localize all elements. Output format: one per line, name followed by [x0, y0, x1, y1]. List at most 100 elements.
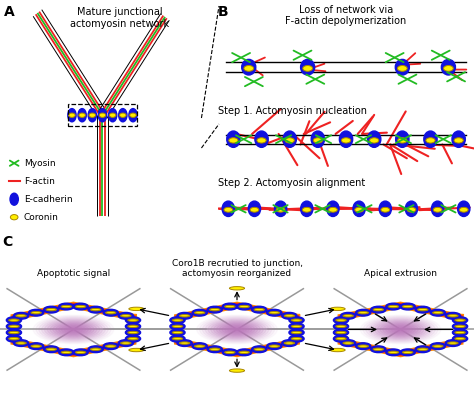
Ellipse shape: [126, 323, 141, 330]
Ellipse shape: [91, 348, 101, 350]
Ellipse shape: [453, 335, 468, 342]
Ellipse shape: [192, 343, 207, 350]
Ellipse shape: [446, 340, 461, 346]
Ellipse shape: [179, 315, 190, 317]
Circle shape: [45, 319, 102, 340]
Ellipse shape: [269, 345, 280, 347]
Ellipse shape: [239, 305, 249, 308]
Ellipse shape: [109, 108, 117, 122]
Ellipse shape: [78, 108, 86, 122]
Text: Step 1. Actomyosin nucleation: Step 1. Actomyosin nucleation: [218, 106, 367, 116]
Ellipse shape: [330, 307, 345, 310]
Ellipse shape: [170, 323, 185, 330]
Ellipse shape: [430, 343, 446, 350]
Ellipse shape: [433, 312, 443, 314]
Ellipse shape: [170, 317, 185, 324]
Ellipse shape: [250, 207, 259, 212]
Ellipse shape: [13, 340, 28, 346]
Ellipse shape: [311, 131, 325, 147]
Ellipse shape: [358, 345, 368, 347]
Ellipse shape: [395, 60, 410, 75]
Circle shape: [214, 321, 260, 338]
Circle shape: [53, 322, 94, 337]
Circle shape: [388, 325, 413, 334]
Ellipse shape: [459, 207, 468, 212]
Ellipse shape: [103, 309, 118, 316]
Circle shape: [61, 325, 86, 334]
Circle shape: [380, 322, 421, 337]
Ellipse shape: [336, 325, 346, 328]
Ellipse shape: [267, 309, 282, 316]
Ellipse shape: [330, 348, 345, 352]
Ellipse shape: [444, 66, 453, 71]
Ellipse shape: [109, 113, 116, 117]
Ellipse shape: [172, 319, 182, 321]
Ellipse shape: [407, 207, 416, 212]
Ellipse shape: [225, 305, 235, 308]
Ellipse shape: [172, 331, 182, 334]
Ellipse shape: [455, 331, 465, 334]
Ellipse shape: [79, 113, 85, 117]
Circle shape: [369, 318, 432, 341]
Ellipse shape: [126, 335, 141, 342]
Ellipse shape: [353, 201, 365, 216]
Ellipse shape: [398, 66, 407, 71]
Ellipse shape: [207, 306, 222, 313]
Ellipse shape: [301, 60, 315, 75]
Ellipse shape: [229, 286, 245, 290]
Ellipse shape: [452, 131, 465, 147]
Ellipse shape: [9, 331, 19, 334]
Circle shape: [202, 317, 272, 342]
Ellipse shape: [170, 329, 185, 336]
Circle shape: [47, 320, 100, 339]
Ellipse shape: [10, 214, 18, 220]
Ellipse shape: [398, 138, 407, 143]
Circle shape: [391, 326, 410, 333]
Ellipse shape: [106, 345, 116, 347]
Ellipse shape: [28, 309, 44, 316]
Ellipse shape: [373, 348, 383, 350]
Ellipse shape: [276, 207, 285, 212]
Ellipse shape: [237, 349, 252, 356]
Ellipse shape: [358, 312, 368, 314]
Ellipse shape: [10, 193, 18, 205]
Ellipse shape: [454, 138, 463, 143]
Circle shape: [211, 320, 263, 339]
Ellipse shape: [433, 345, 443, 347]
Ellipse shape: [121, 342, 131, 344]
Ellipse shape: [98, 108, 107, 122]
Text: Mature junctional
actomyosin network: Mature junctional actomyosin network: [70, 7, 170, 29]
Ellipse shape: [430, 309, 446, 316]
Circle shape: [208, 319, 266, 340]
Ellipse shape: [274, 201, 287, 216]
Ellipse shape: [284, 342, 295, 344]
Ellipse shape: [68, 108, 76, 122]
Ellipse shape: [73, 303, 88, 310]
Ellipse shape: [75, 351, 86, 354]
Circle shape: [50, 321, 97, 338]
Circle shape: [377, 321, 424, 338]
Ellipse shape: [327, 201, 339, 216]
Ellipse shape: [355, 207, 364, 212]
Ellipse shape: [405, 201, 418, 216]
Ellipse shape: [128, 338, 138, 340]
Ellipse shape: [255, 131, 268, 147]
Ellipse shape: [59, 349, 74, 356]
Ellipse shape: [6, 329, 21, 336]
Ellipse shape: [415, 346, 430, 353]
Ellipse shape: [210, 348, 220, 350]
Ellipse shape: [433, 207, 442, 212]
Ellipse shape: [396, 131, 409, 147]
Ellipse shape: [130, 113, 137, 117]
Ellipse shape: [289, 317, 304, 324]
Text: B: B: [218, 5, 228, 19]
Ellipse shape: [73, 349, 88, 356]
Ellipse shape: [229, 138, 238, 143]
Ellipse shape: [343, 315, 353, 317]
Ellipse shape: [448, 315, 458, 317]
Ellipse shape: [453, 329, 468, 336]
Ellipse shape: [333, 317, 348, 324]
Ellipse shape: [282, 340, 297, 346]
Ellipse shape: [128, 325, 138, 328]
Ellipse shape: [6, 323, 21, 330]
